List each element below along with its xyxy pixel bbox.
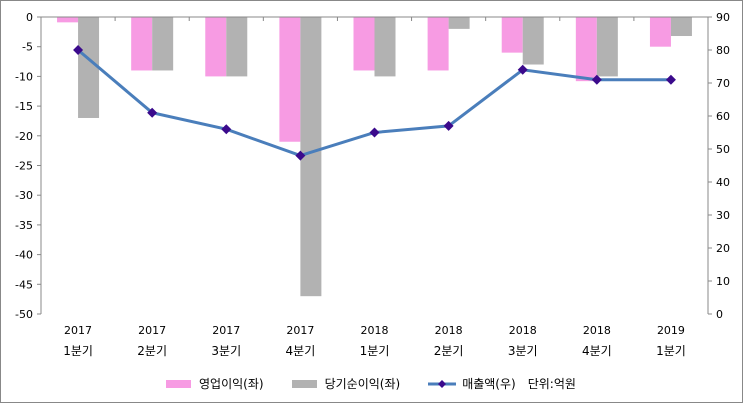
legend-label-net: 당기순이익(좌)	[324, 377, 401, 391]
unit-note: 단위:억원	[527, 377, 576, 391]
x-label-year: 2018	[509, 324, 537, 337]
x-label-quarter: 1분기	[360, 344, 390, 358]
left-tick-label: -30	[15, 189, 33, 202]
legend-swatch-sales	[428, 379, 457, 388]
bar-net-6	[522, 17, 544, 65]
right-tick-label: 50	[716, 143, 730, 156]
sales-marker-5	[443, 120, 454, 131]
right-tick-label: 80	[716, 44, 730, 57]
sales-marker-6	[517, 64, 528, 75]
sales-marker-4	[369, 127, 380, 138]
x-label-quarter: 2분기	[434, 344, 464, 358]
bar-net-3	[300, 17, 322, 297]
x-label-quarter: 1분기	[63, 344, 93, 358]
x-label-quarter: 4분기	[582, 344, 612, 358]
legend-label-operating: 영업이익(좌)	[199, 377, 264, 391]
legend-swatch-operating	[166, 379, 191, 388]
legend: 영업이익(좌) 당기순이익(좌) 매출액(우) 단위:억원	[166, 375, 576, 392]
x-label-year: 2018	[361, 324, 389, 337]
x-label-year: 2017	[138, 324, 166, 337]
x-label-year: 2018	[435, 324, 463, 337]
right-tick-label: 10	[716, 275, 730, 288]
bar-operating-1	[131, 17, 153, 71]
left-tick-label: -10	[15, 70, 33, 83]
legend-label-sales: 매출액(우)	[462, 377, 516, 391]
left-tick-label: -25	[15, 160, 33, 173]
bar-net-5	[448, 17, 470, 29]
left-tick-label: -15	[15, 100, 33, 113]
sales-marker-0	[73, 45, 84, 55]
right-tick-label: 60	[716, 110, 730, 123]
x-label-year: 2017	[64, 324, 92, 337]
right-tick-label: 0	[716, 308, 723, 321]
left-tick-label: -35	[15, 219, 33, 232]
sales-marker-2	[221, 124, 232, 135]
left-tick-label: -5	[22, 41, 33, 54]
x-label-year: 2017	[286, 324, 314, 337]
left-tick-label: -45	[15, 278, 33, 291]
left-tick-label: -20	[15, 130, 33, 143]
bar-operating-5	[427, 17, 449, 71]
bar-operating-6	[501, 17, 523, 53]
bar-net-2	[226, 17, 248, 77]
x-label-quarter: 4분기	[286, 344, 316, 358]
sales-marker-3	[295, 150, 306, 161]
x-label-year: 2019	[657, 324, 685, 337]
sales-marker-7	[591, 74, 602, 85]
x-label-quarter: 1분기	[656, 344, 686, 358]
right-tick-label: 20	[716, 242, 730, 255]
right-tick-label: 70	[716, 77, 730, 90]
x-label-quarter: 2분기	[137, 344, 167, 358]
bar-operating-2	[205, 17, 227, 77]
bar-operating-0	[57, 17, 79, 23]
sales-marker-1	[147, 107, 158, 118]
bar-operating-4	[353, 17, 375, 71]
right-tick-label: 90	[716, 11, 730, 24]
left-tick-label: -50	[15, 308, 33, 321]
bar-operating-3	[279, 17, 301, 142]
x-label-year: 2017	[212, 324, 240, 337]
sales-marker-8	[665, 74, 676, 85]
left-tick-label: -40	[15, 249, 33, 262]
bar-operating-7	[575, 17, 597, 82]
bar-net-1	[152, 17, 174, 71]
bar-operating-8	[649, 17, 671, 47]
bar-net-7	[596, 17, 618, 77]
x-label-quarter: 3분기	[211, 344, 241, 358]
x-label-quarter: 3분기	[508, 344, 538, 358]
right-tick-label: 40	[716, 176, 730, 189]
right-tick-label: 30	[716, 209, 730, 222]
bar-net-0	[78, 17, 100, 118]
bar-net-8	[670, 17, 692, 37]
legend-swatch-net	[291, 379, 317, 388]
x-label-year: 2018	[583, 324, 611, 337]
left-tick-label: 0	[26, 11, 33, 24]
bar-net-4	[374, 17, 396, 77]
